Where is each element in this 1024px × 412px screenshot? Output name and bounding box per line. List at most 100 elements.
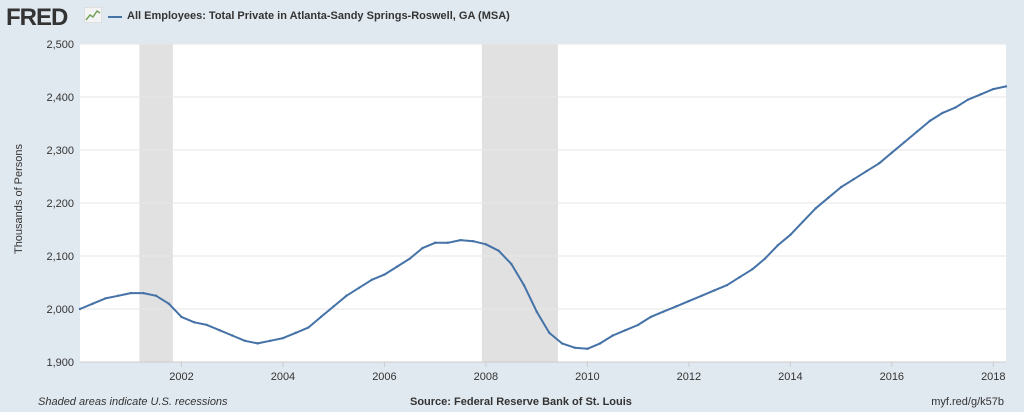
series-point: [662, 310, 665, 313]
legend-swatch: [108, 16, 122, 18]
series-point: [180, 315, 183, 319]
series-point: [167, 302, 170, 305]
series-line[interactable]: [79, 85, 1007, 350]
x-tick-label: 2016: [880, 371, 904, 383]
series-point: [535, 310, 538, 313]
y-tick-label: 2,400: [46, 92, 74, 104]
series-point: [890, 151, 894, 154]
x-tick-label: 2002: [169, 371, 193, 383]
series-point: [294, 331, 297, 335]
series-point: [624, 329, 627, 332]
series-point: [725, 283, 729, 287]
series-point: [357, 286, 361, 289]
series-point: [218, 329, 221, 332]
series-point: [751, 268, 754, 271]
series-point: [992, 87, 995, 91]
series-point: [865, 170, 868, 173]
series-point: [941, 111, 944, 115]
line-chart-icon: [84, 7, 102, 23]
series-point: [687, 299, 691, 303]
series-point: [586, 347, 589, 350]
series-point: [713, 289, 716, 292]
series-point: [459, 238, 462, 242]
y-tick-label: 2,500: [46, 39, 74, 51]
series-point: [256, 342, 259, 345]
y-axis-label: Thousands of Persons: [13, 143, 25, 254]
series-point: [421, 246, 424, 250]
series-point: [1004, 85, 1008, 88]
y-tick-label: 2,000: [46, 304, 74, 316]
series-point: [548, 331, 551, 335]
y-tick-label: 2,300: [46, 145, 74, 157]
series-point: [814, 207, 817, 210]
series-point: [192, 321, 196, 324]
series-point: [370, 278, 373, 282]
x-tick-label: 2004: [271, 371, 295, 383]
y-tick-label: 1,900: [46, 357, 74, 369]
series-point: [472, 239, 475, 243]
series-point: [433, 241, 437, 244]
series-point: [497, 249, 500, 252]
series-point: [408, 257, 412, 260]
series-point: [395, 265, 399, 268]
series-point: [154, 294, 158, 297]
series-point: [243, 339, 247, 342]
y-tick-label: 2,100: [46, 251, 74, 263]
chart-title: All Employees: Total Private in Atlanta-…: [127, 10, 510, 22]
series-point: [636, 323, 640, 327]
series-point: [231, 334, 234, 337]
series-point: [573, 346, 576, 349]
x-tick-label: 2008: [474, 371, 498, 383]
series-point: [510, 262, 513, 266]
series-point: [954, 106, 957, 109]
series-point: [383, 273, 386, 276]
y-tick-label: 2,200: [46, 198, 74, 210]
series-point: [649, 315, 653, 319]
series-point: [560, 342, 564, 345]
chart-header: FRED All Employees: Total Private in Atl…: [0, 0, 1024, 34]
series-point: [269, 339, 272, 342]
series-point: [281, 336, 285, 340]
series-point: [776, 244, 779, 247]
recession-note: Shaded areas indicate U.S. recessions: [38, 396, 228, 408]
series-point: [738, 276, 741, 279]
series-point: [852, 177, 855, 181]
series-point: [307, 326, 310, 329]
series-point: [928, 119, 932, 123]
series-point: [979, 93, 982, 96]
series-point: [700, 294, 703, 297]
series-point: [598, 342, 602, 345]
series-point: [916, 130, 919, 133]
series-point: [763, 257, 767, 260]
series-point: [827, 196, 830, 199]
series-point: [966, 98, 970, 101]
x-tick-label: 2012: [677, 371, 701, 383]
series-point: [319, 315, 323, 319]
series-point: [142, 291, 145, 295]
series-point: [877, 162, 881, 165]
series-point: [522, 283, 526, 287]
series-point: [484, 243, 488, 246]
chart-area: 1,900 2,000 2,100 2,200 2,300 2,400 2,500 2002…: [13, 39, 1008, 383]
series-point: [332, 305, 335, 308]
series-point: [446, 241, 450, 244]
series-point: [674, 305, 678, 308]
short-url-link[interactable]: myf.red/g/k57b: [931, 396, 1004, 408]
series-point: [129, 291, 132, 295]
series-point: [903, 140, 906, 144]
series-point: [205, 323, 209, 327]
series-point: [91, 302, 94, 305]
series-point: [104, 297, 107, 300]
x-tick-label: 2010: [575, 371, 599, 383]
series-point: [116, 294, 120, 297]
x-tick-label: 2018: [981, 371, 1005, 383]
fred-logo[interactable]: FRED: [6, 4, 68, 31]
x-tick-label: 2014: [778, 371, 802, 383]
x-tick-label: 2006: [372, 371, 396, 383]
series-point: [345, 294, 348, 297]
series-point: [78, 307, 82, 311]
series-point: [839, 185, 843, 189]
series-point: [789, 233, 792, 236]
series-point: [801, 220, 805, 223]
source-label: Source: Federal Reserve Bank of St. Loui…: [410, 396, 632, 408]
